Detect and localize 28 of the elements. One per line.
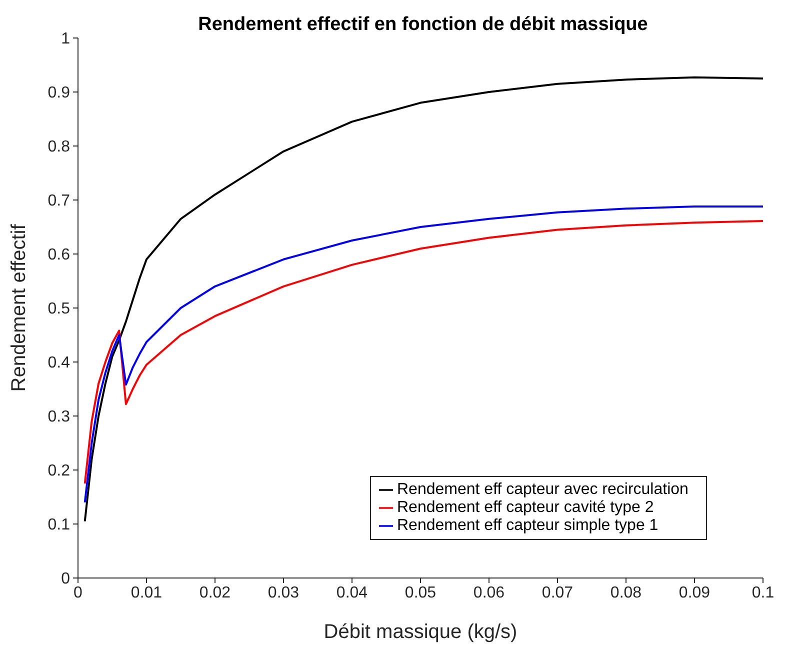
- y-tick-label: 0.4: [48, 354, 70, 372]
- x-tick-label: 0.03: [268, 584, 300, 602]
- chart-title: Rendement effectif en fonction de débit massique: [198, 14, 648, 35]
- x-tick-label: 0.02: [199, 584, 231, 602]
- y-tick-label: 0.5: [48, 300, 70, 318]
- x-tick-label: 0.05: [404, 584, 436, 602]
- y-axis-title: Rendement effectif: [8, 224, 30, 392]
- legend-label: Rendement eff capteur cavité type 2: [397, 499, 654, 516]
- x-tick-label: 0: [74, 584, 83, 602]
- y-tick-label: 1: [61, 30, 70, 48]
- y-tick-label: 0.3: [48, 408, 70, 426]
- x-tick-label: 0.09: [678, 584, 710, 602]
- y-tick-label: 0.2: [48, 462, 70, 480]
- y-tick-label: 0.1: [48, 516, 70, 534]
- x-axis-title: Débit massique (kg/s): [324, 621, 518, 643]
- y-tick-label: 0: [61, 570, 70, 588]
- x-tick-label: 0.01: [130, 584, 162, 602]
- y-tick-label: 0.6: [48, 246, 70, 264]
- x-tick-label: 0.04: [336, 584, 368, 602]
- legend-label: Rendement eff capteur avec recirculation: [397, 481, 688, 498]
- x-tick-label: 0.1: [752, 584, 774, 602]
- y-tick-label: 0.8: [48, 138, 70, 156]
- x-tick-label: 0.07: [542, 584, 574, 602]
- y-tick-label: 0.9: [48, 84, 70, 102]
- y-tick-label: 0.7: [48, 192, 70, 210]
- legend-label: Rendement eff capteur simple type 1: [397, 517, 658, 534]
- x-tick-label: 0.08: [610, 584, 642, 602]
- x-tick-label: 0.06: [473, 584, 505, 602]
